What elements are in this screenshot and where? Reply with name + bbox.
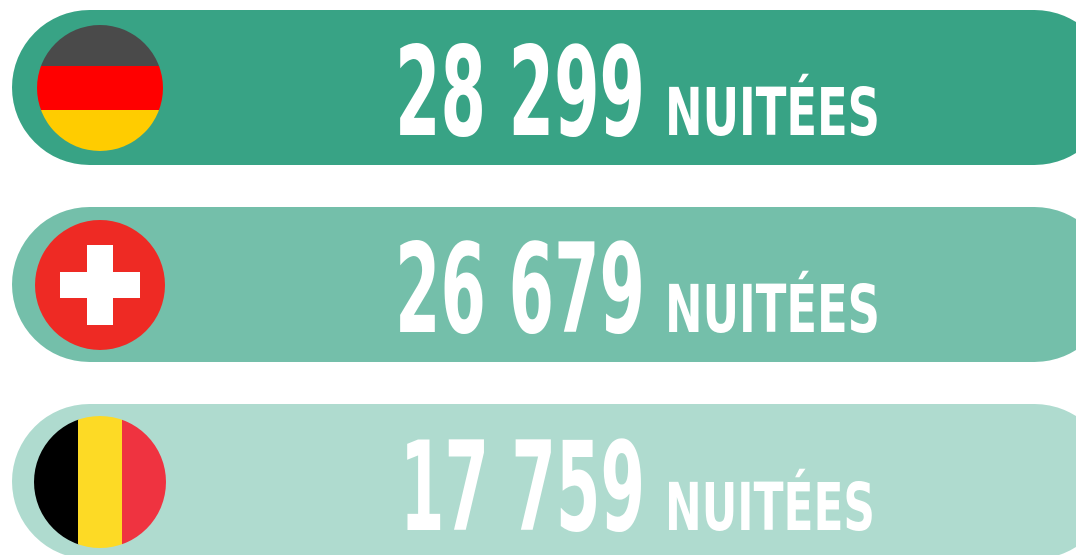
value: 17 759 xyxy=(400,416,645,555)
flag-belgium xyxy=(34,416,166,548)
row: 26 679 NUITÉES xyxy=(12,207,1076,362)
value: 26 679 xyxy=(395,218,645,362)
pill xyxy=(12,10,1076,165)
flag-switzerland xyxy=(35,220,165,350)
row: 28 299 NUITÉES xyxy=(12,10,1076,165)
row: 17 759 NUITÉES xyxy=(12,404,1076,555)
value: 28 299 xyxy=(395,21,645,165)
unit: NUITÉES xyxy=(665,270,880,348)
pill xyxy=(12,404,1076,555)
unit: NUITÉES xyxy=(665,468,875,546)
pill xyxy=(12,207,1076,362)
unit: NUITÉES xyxy=(665,73,880,151)
